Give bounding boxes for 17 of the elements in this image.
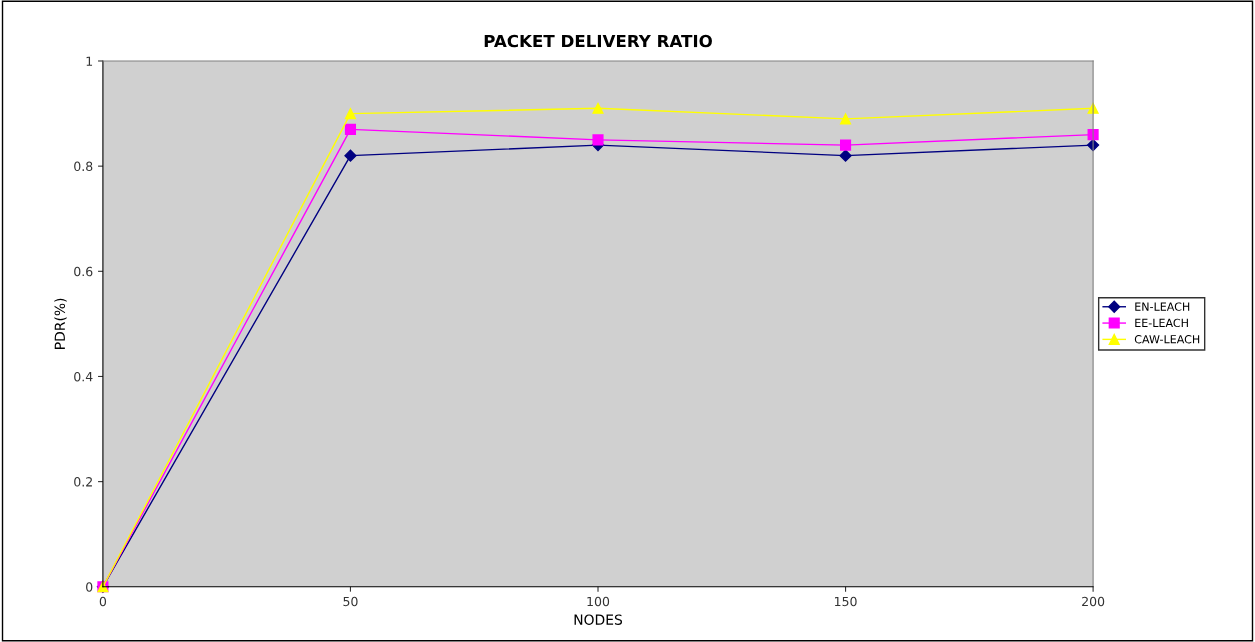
x-tick-label: 200 [1082, 596, 1105, 607]
y-axis-title: PDR(%) [54, 298, 67, 349]
legend-label: EE-LEACH [1135, 318, 1188, 328]
y-tick-label: 1 [86, 56, 93, 66]
x-tick-label: 100 [587, 596, 610, 607]
y-tick-label: 0.6 [74, 266, 93, 277]
y-tick-label: 0 [86, 582, 93, 592]
chart-title: PACKET DELIVERY RATIO [484, 34, 712, 48]
y-tick-label: 0.2 [74, 477, 92, 487]
x-axis-title: NODES [574, 614, 623, 625]
x-tick-label: 50 [343, 596, 358, 607]
y-tick-label: 0.4 [74, 371, 93, 382]
x-tick-label: 0 [99, 596, 107, 607]
legend-label: EN-LEACH [1135, 302, 1190, 311]
x-tick-label: 150 [835, 596, 857, 607]
legend-label: CAW-LEACH [1134, 335, 1200, 344]
y-tick-label: 0.8 [74, 161, 93, 172]
